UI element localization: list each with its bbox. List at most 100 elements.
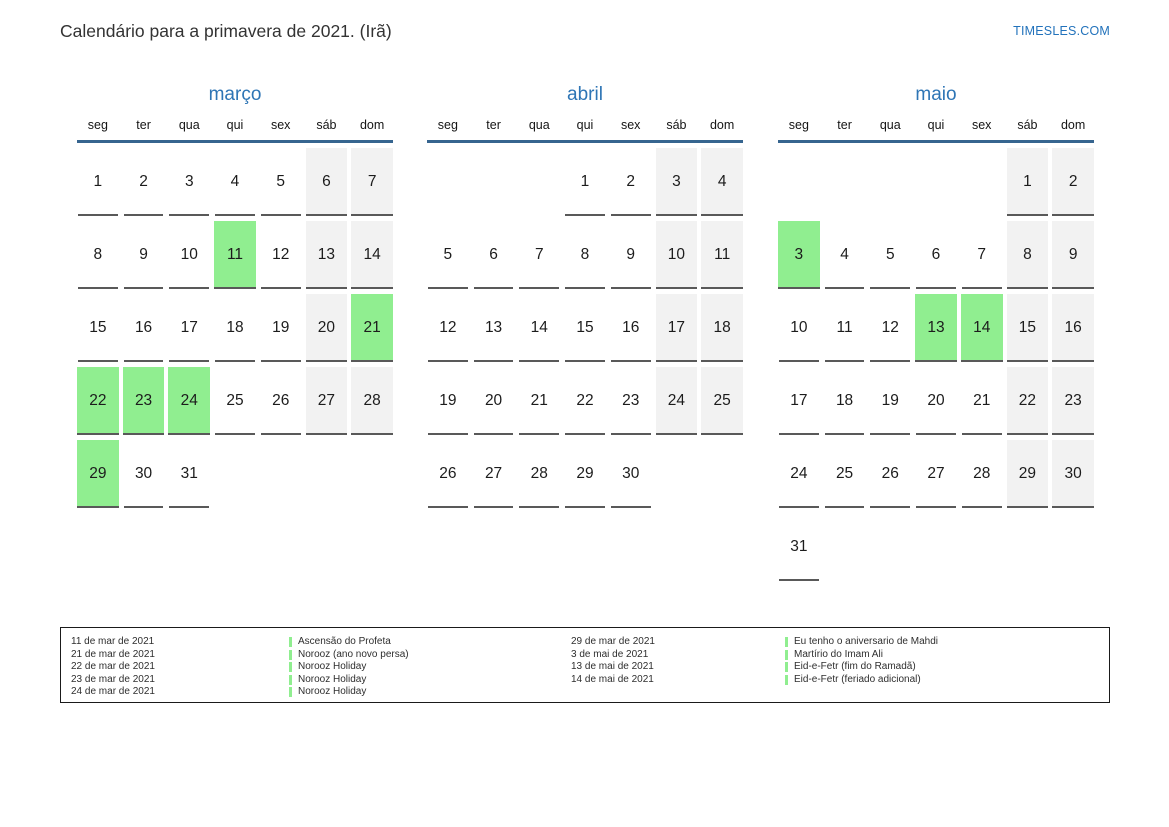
day-cell: 20 [915, 367, 957, 435]
day-cell: 12 [869, 294, 911, 362]
day-underline [824, 360, 865, 362]
day-underline [1006, 360, 1049, 362]
weekday-header-row: seg ter qua qui sex sáb dom [77, 118, 393, 143]
day-cell-weekend: 25 [701, 367, 743, 435]
day-cell: 14 [518, 294, 560, 362]
day-number: 5 [885, 246, 895, 263]
day-underline [565, 433, 605, 435]
day-number: 18 [713, 319, 731, 336]
calendar-month-may: maio seg ter qua qui sex sáb dom 1 2 3 4 5 6 7 8 9 10 11… [778, 84, 1094, 581]
day-number: 4 [840, 246, 849, 263]
weekday-label: dom [359, 118, 385, 132]
day-number: 24 [667, 392, 686, 409]
day-underline [168, 433, 211, 435]
day-cell: 17 [778, 367, 820, 435]
day-underline [565, 360, 605, 362]
day-underline [169, 214, 210, 216]
day-cell: 28 [518, 440, 560, 508]
day-cell-weekend: 16 [1052, 294, 1094, 362]
day-underline [1052, 287, 1094, 289]
day-cell-holiday: 3 [778, 221, 820, 289]
day-underline [169, 287, 210, 289]
day-number: 17 [180, 319, 198, 336]
day-cell: 10 [168, 221, 210, 289]
day-underline [610, 506, 651, 508]
day-cell: 15 [77, 294, 119, 362]
days-grid: 1 2 3 4 5 6 7 8 9 10 11 12 13 14 15 16 17 18 19 20 21 22 23 24 2… [427, 148, 743, 508]
day-number: 4 [717, 173, 727, 190]
day-underline [655, 214, 698, 216]
day-number: 7 [977, 246, 987, 263]
day-cell: 3 [168, 148, 210, 216]
day-cell: 10 [778, 294, 820, 362]
day-number: 9 [626, 246, 636, 263]
weekday-label: sex [620, 118, 641, 132]
day-number: 24 [790, 465, 808, 482]
day-cell-weekend: 27 [305, 367, 348, 435]
day-underline [610, 360, 651, 362]
day-cell-weekend: 6 [305, 148, 348, 216]
day-underline [351, 433, 393, 435]
day-cell-weekend: 3 [655, 148, 698, 216]
day-number: 1 [93, 173, 103, 190]
day-cell-empty [824, 148, 866, 216]
day-cell: 4 [824, 221, 866, 289]
day-cell: 19 [427, 367, 469, 435]
day-cell: 5 [869, 221, 911, 289]
day-number: 31 [180, 465, 198, 482]
legend-label-text: Norooz (ano novo persa) [298, 648, 409, 660]
day-number: 31 [790, 538, 808, 555]
weekday-label: sáb [1017, 118, 1038, 132]
page-title: Calendário para a primavera de 2021. (Ir… [60, 21, 392, 41]
day-number: 8 [93, 246, 103, 263]
day-underline [1052, 360, 1094, 362]
day-underline [961, 506, 1002, 508]
holiday-marker-icon [289, 674, 292, 685]
day-number: 6 [322, 173, 331, 190]
day-number: 21 [530, 392, 548, 409]
day-cell-empty [961, 513, 1003, 581]
day-cell: 7 [518, 221, 560, 289]
day-underline [123, 360, 164, 362]
day-number: 2 [1068, 173, 1078, 190]
day-number: 12 [439, 319, 457, 336]
day-number: 10 [667, 246, 686, 263]
day-cell: 26 [869, 440, 911, 508]
day-number: 12 [881, 319, 899, 336]
day-number: 28 [363, 392, 381, 409]
day-underline [701, 214, 743, 216]
day-underline [473, 287, 514, 289]
day-cell: 7 [961, 221, 1003, 289]
day-number: 23 [1064, 392, 1082, 409]
day-underline [610, 433, 651, 435]
day-underline [1006, 433, 1049, 435]
weekday-label: sex [971, 118, 992, 132]
day-number: 23 [622, 392, 640, 409]
calendar-month-march: março seg ter qua qui sex sáb dom 1 2 3 4 5 6 7 8 9 10 1… [77, 84, 393, 508]
legend-date: 24 de mar de 2021 [71, 686, 155, 697]
day-cell-weekend: 28 [351, 367, 393, 435]
day-number: 8 [580, 246, 590, 263]
site-link[interactable]: TIMESLES.COM [1013, 24, 1110, 38]
day-underline [123, 214, 164, 216]
day-cell-empty [260, 440, 302, 508]
day-number: 19 [272, 319, 290, 336]
holiday-legend-box: 11 de mar de 2021 21 de mar de 2021 22 de … [60, 627, 1110, 703]
day-cell: 8 [564, 221, 606, 289]
day-cell: 31 [168, 440, 210, 508]
day-cell-weekend: 8 [1006, 221, 1049, 289]
day-cell: 29 [564, 440, 606, 508]
day-number: 19 [439, 392, 457, 409]
legend-item: Eid-e-Fetr (fim do Ramadã) [785, 661, 938, 674]
day-underline [655, 287, 698, 289]
day-number: 3 [184, 173, 194, 190]
day-number: 12 [272, 246, 290, 263]
day-cell-weekend: 15 [1006, 294, 1049, 362]
day-underline [870, 506, 911, 508]
day-number: 5 [276, 173, 286, 190]
day-underline [779, 506, 819, 508]
day-underline [565, 287, 605, 289]
legend-label-text: Norooz Holiday [298, 686, 367, 697]
legend-date: 13 de mai de 2021 [571, 661, 654, 672]
day-cell: 18 [214, 294, 256, 362]
